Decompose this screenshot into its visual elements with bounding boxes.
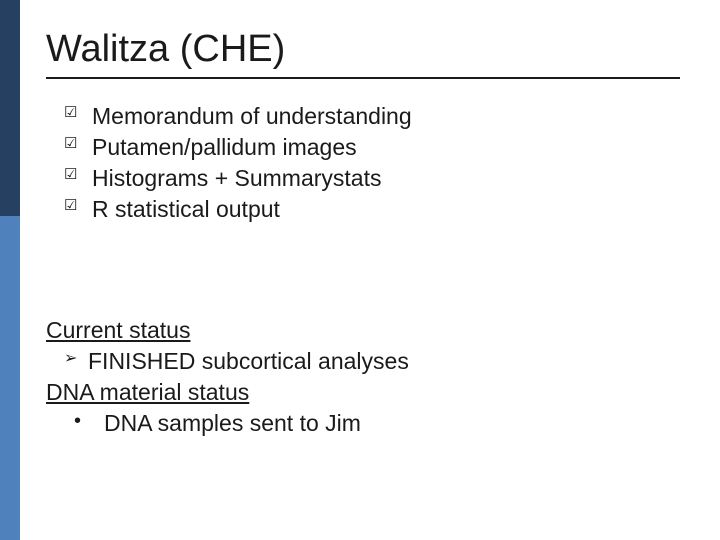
checklist-item: R statistical output	[64, 194, 680, 225]
status-block: Current status FINISHED subcortical anal…	[46, 315, 680, 439]
checklist-item: Putamen/pallidum images	[64, 132, 680, 163]
slide: Walitza (CHE) Memorandum of understandin…	[0, 0, 720, 540]
status-heading-current: Current status	[46, 315, 680, 346]
status-heading-dna: DNA material status	[46, 377, 680, 408]
accent-bar	[0, 0, 20, 540]
slide-title: Walitza (CHE)	[46, 28, 680, 79]
status-item-finished: FINISHED subcortical analyses	[46, 346, 680, 377]
checklist-item: Memorandum of understanding	[64, 101, 680, 132]
checklist-item: Histograms + Summarystats	[64, 163, 680, 194]
content-area: Walitza (CHE) Memorandum of understandin…	[20, 0, 720, 540]
status-item-dna: DNA samples sent to Jim	[46, 408, 680, 439]
checklist: Memorandum of understanding Putamen/pall…	[64, 101, 680, 225]
accent-bar-bottom	[0, 216, 20, 540]
accent-bar-top	[0, 0, 20, 216]
